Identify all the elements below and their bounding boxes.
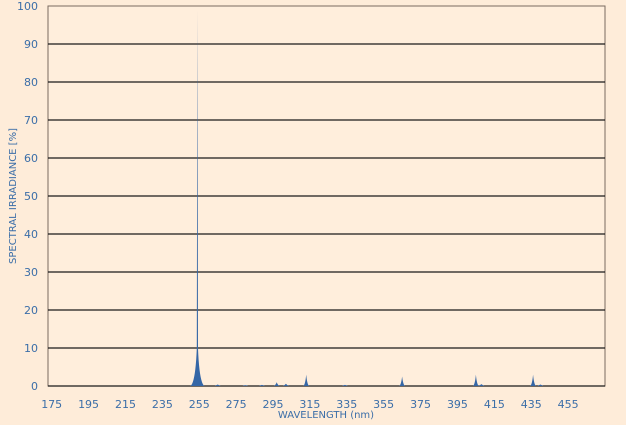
y-tick-label: 0 <box>31 380 38 393</box>
y-tick-label: 10 <box>24 342 38 355</box>
x-axis-label: WAVELENGTH (nm) <box>278 410 374 421</box>
x-tick-label: 435 <box>521 398 542 411</box>
x-tick-label: 455 <box>558 398 579 411</box>
x-tick-label: 195 <box>78 398 99 411</box>
spectral-peak <box>273 382 280 386</box>
y-tick-label: 60 <box>24 152 38 165</box>
x-tick-label: 175 <box>41 398 62 411</box>
spectral-peak <box>303 374 310 386</box>
x-tick-label: 315 <box>299 398 320 411</box>
spectral-peak <box>258 384 265 386</box>
y-tick-label: 50 <box>24 190 38 203</box>
x-tick-label: 235 <box>152 398 173 411</box>
x-tick-label: 375 <box>410 398 431 411</box>
y-tick-label: 30 <box>24 266 38 279</box>
spectral-peak <box>537 384 544 386</box>
spectral-peak <box>399 376 406 386</box>
spectral-peak <box>530 374 537 386</box>
spectral-peak <box>478 384 485 386</box>
y-tick-label: 20 <box>24 304 38 317</box>
x-tick-label: 415 <box>484 398 505 411</box>
y-tick-label: 100 <box>17 0 38 13</box>
x-tick-label: 255 <box>189 398 210 411</box>
x-tick-label: 295 <box>263 398 284 411</box>
y-axis-label: SPECTRAL IRRADIANCE [%] <box>8 128 19 264</box>
x-tick-label: 395 <box>447 398 468 411</box>
y-tick-label: 80 <box>24 76 38 89</box>
x-tick-label: 215 <box>115 398 136 411</box>
y-tick-label: 90 <box>24 38 38 51</box>
spectral-peak <box>214 384 221 386</box>
x-tick-label: 355 <box>373 398 394 411</box>
x-tick-label: 335 <box>336 398 357 411</box>
x-tick-label: 275 <box>226 398 247 411</box>
spectral-peak <box>472 374 479 386</box>
y-tick-label: 70 <box>24 114 38 127</box>
y-tick-label: 40 <box>24 228 38 241</box>
spectral-peak <box>242 385 249 386</box>
spectral-peak <box>341 384 348 386</box>
spectral-peak <box>282 383 289 386</box>
spectral-peak <box>190 9 205 387</box>
